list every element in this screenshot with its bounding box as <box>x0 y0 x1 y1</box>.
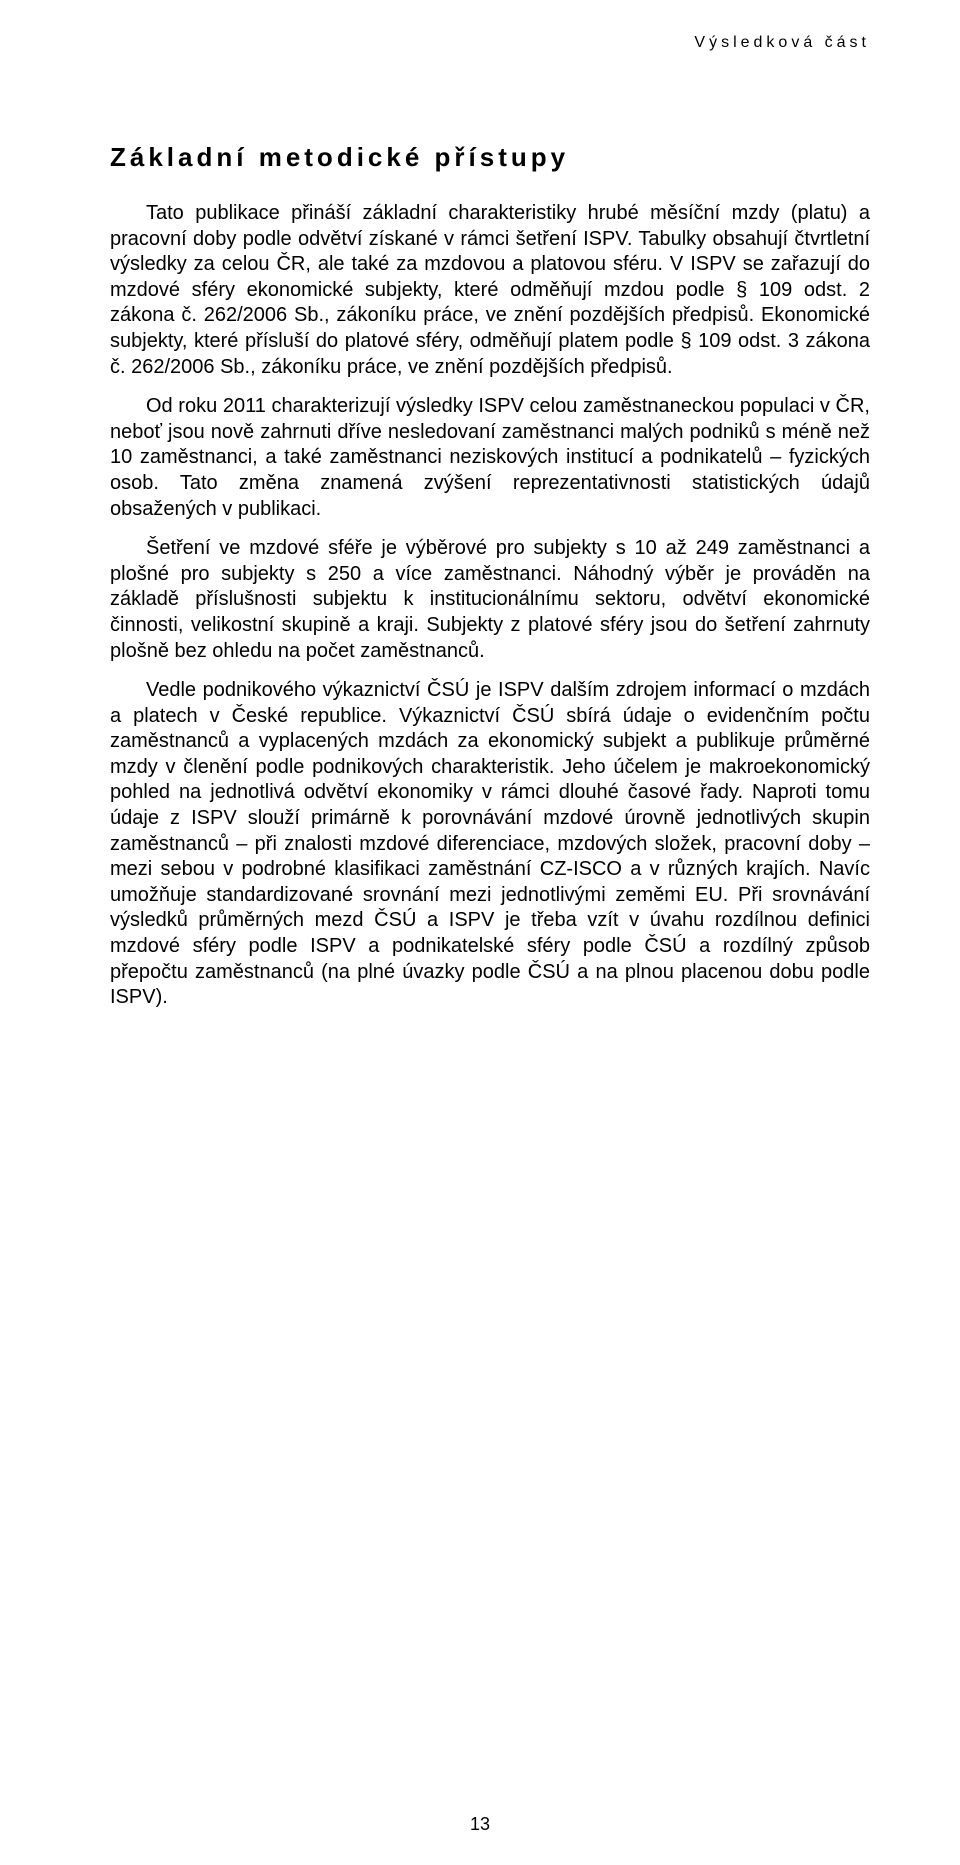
document-page: Výsledková část Základní metodické příst… <box>0 0 960 1865</box>
section-title: Základní metodické přístupy <box>110 142 870 173</box>
paragraph: Vedle podnikového výkaznictví ČSÚ je ISP… <box>110 678 870 1011</box>
paragraph: Šetření ve mzdové sféře je výběrové pro … <box>110 536 870 664</box>
page-number: 13 <box>0 1814 960 1835</box>
paragraph: Tato publikace přináší základní charakte… <box>110 201 870 380</box>
paragraph: Od roku 2011 charakterizují výsledky ISP… <box>110 394 870 522</box>
body-text: Tato publikace přináší základní charakte… <box>110 201 870 1011</box>
running-head: Výsledková část <box>110 34 870 52</box>
